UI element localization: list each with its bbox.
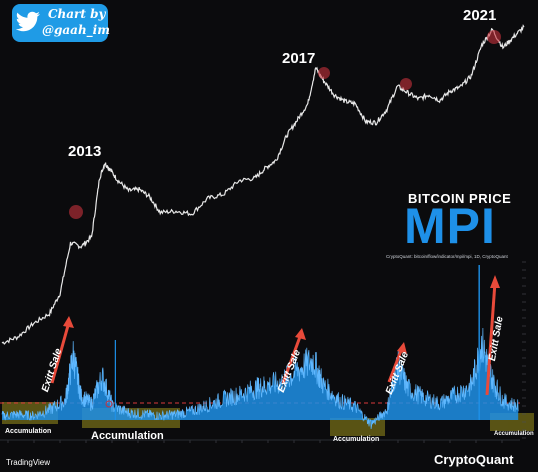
accumulation-zone [330,418,385,436]
exit-arrow [50,321,71,384]
mpi-line [1,327,519,430]
accumulation-label: Accumulation [333,436,380,443]
tradingview-logo: TradingView [6,458,51,467]
exit-arrow [387,347,404,383]
indicator-subtitle: CryptoQuant: bitcoin/flow/indicator/mpi/… [386,254,508,259]
price-series [1,24,525,345]
indicator-name: MPI [404,198,496,254]
exit-arrow-head [397,342,407,354]
peak-marker [400,78,412,90]
accumulation-label: Accumulation [5,428,52,435]
exit-arrows [50,275,500,396]
exit-arrow [281,333,303,384]
credit-badge: Chart by @gaah_im [12,4,110,42]
peak-marker [318,67,330,79]
mpi-series [1,265,519,430]
price-line [1,24,525,345]
credit-line-2: @gaah_im [42,23,110,37]
year-label-2017: 2017 [282,50,316,67]
mpi-panel [0,300,538,450]
year-label-2021: 2021 [463,7,497,24]
peak-marker [487,30,501,44]
accumulation-label: Accumulation [91,430,164,442]
cryptoquant-logo: CryptoQuant [434,452,514,467]
exit-arrow-head [63,316,74,328]
accumulation-label: Accumulation [494,431,534,437]
exit-arrow-head [295,328,306,340]
price-panel [0,0,538,300]
peak-markers [69,30,501,408]
peak-marker [69,205,83,219]
exit-arrow-head [490,275,500,288]
indicator-title: BITCOIN PRICE [408,191,512,206]
credit-line-1: Chart by [48,7,106,21]
right-axis [7,261,526,443]
exit-arrow [485,281,497,396]
twitter-bird-icon [16,11,40,32]
peak-marker [105,400,113,408]
mpi-area [2,328,519,429]
year-label-2013: 2013 [68,143,102,160]
